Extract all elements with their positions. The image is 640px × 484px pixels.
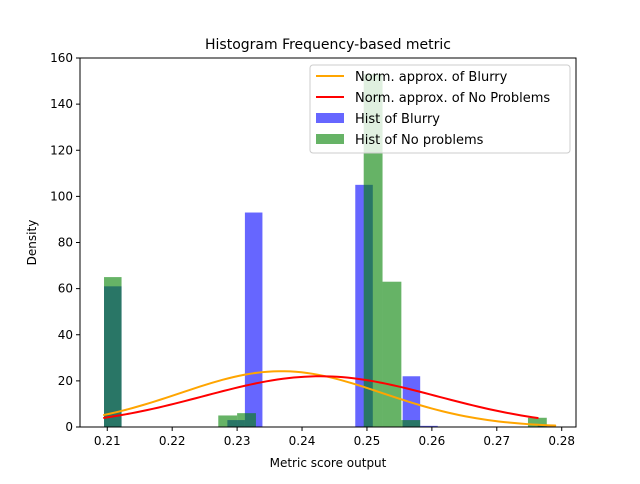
legend-box [309, 64, 571, 154]
legend-patch-swatch [316, 113, 344, 123]
curve-no-problems [103, 375, 539, 420]
legend-patch-swatch [316, 134, 344, 144]
y-axis-label: Density [25, 220, 39, 266]
hist-bar-no-problems-4 [382, 281, 402, 427]
legend-label: Hist of No problems [355, 133, 484, 148]
legend-label: Norm. approx. of No Problems [355, 91, 550, 106]
x-tick-label: 0.28 [548, 434, 575, 448]
hist-bar-no-problems-0 [104, 277, 122, 427]
x-tick-label: 0.21 [94, 434, 121, 448]
hist-bar-no-problems-2 [237, 413, 256, 427]
y-tick-label: 160 [50, 51, 73, 65]
legend-label: Hist of Blurry [355, 112, 440, 127]
y-tick-label: 100 [50, 189, 73, 203]
y-tick-label: 60 [58, 282, 73, 296]
x-tick-label: 0.27 [483, 434, 510, 448]
curve-blurry [103, 370, 557, 427]
legend-label: Norm. approx. of Blurry [355, 70, 508, 85]
x-axis-ticks: 0.21 0.22 0.23 0.24 0.25 0.26 0.27 0.28 [94, 427, 575, 448]
x-axis-label: Metric score output [270, 456, 387, 470]
chart-title: Histogram Frequency-based metric [205, 37, 451, 53]
y-tick-label: 40 [58, 328, 73, 342]
histogram-bars [104, 74, 556, 427]
x-tick-label: 0.26 [419, 434, 446, 448]
y-tick-label: 120 [50, 143, 73, 157]
hist-bar-blurry-2 [244, 212, 263, 427]
y-axis-ticks: 0 20 40 60 80 100 120 140 160 [50, 51, 80, 434]
hist-bar-no-problems-5 [401, 420, 421, 427]
hist-bar-no-problems-6 [527, 417, 547, 427]
y-tick-label: 140 [50, 97, 73, 111]
legend: Norm. approx. of Blurry Norm. approx. of … [309, 64, 571, 154]
hist-bar-blurry-5 [420, 425, 438, 427]
hist-bar-no-problems-1 [218, 415, 238, 427]
normal-curves [103, 370, 557, 427]
x-tick-label: 0.25 [354, 434, 381, 448]
x-tick-label: 0.22 [159, 434, 186, 448]
y-tick-label: 0 [65, 420, 73, 434]
y-tick-label: 20 [58, 374, 73, 388]
y-tick-label: 80 [58, 236, 73, 250]
legend-items: Norm. approx. of Blurry Norm. approx. of … [316, 70, 550, 148]
hist-bar-no-problems-3 [363, 74, 383, 427]
x-tick-label: 0.24 [289, 434, 316, 448]
x-tick-label: 0.23 [224, 434, 251, 448]
